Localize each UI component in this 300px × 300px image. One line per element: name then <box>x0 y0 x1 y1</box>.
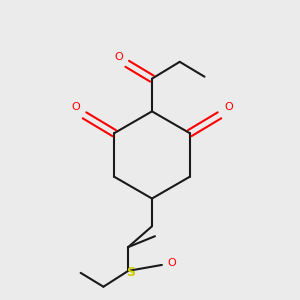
Text: O: O <box>224 102 233 112</box>
Text: S: S <box>126 266 135 279</box>
Text: O: O <box>167 258 176 268</box>
Text: O: O <box>114 52 123 62</box>
Text: O: O <box>71 102 80 112</box>
